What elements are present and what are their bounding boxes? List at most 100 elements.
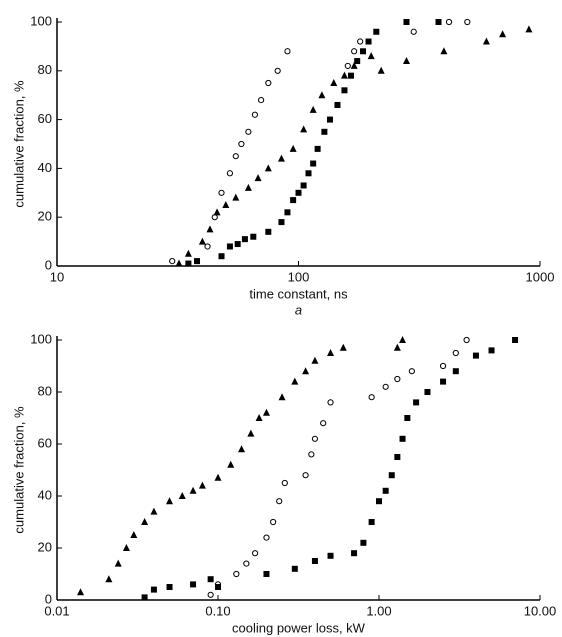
- circle-point: [270, 518, 277, 526]
- circle-point: [226, 170, 234, 177]
- circle-point: [452, 349, 459, 357]
- triangle-point: [291, 377, 299, 385]
- square-point: [166, 584, 173, 590]
- x-tick-label: 0.01: [44, 603, 69, 618]
- circle-point: [351, 48, 358, 55]
- circle-point: [311, 435, 319, 442]
- triangle-point: [340, 71, 348, 79]
- circle-point: [204, 243, 211, 250]
- square-point: [311, 558, 318, 564]
- y-tick-label: 60: [38, 111, 52, 126]
- square-point: [290, 197, 297, 204]
- triangle-point: [289, 144, 297, 152]
- triangle-point: [482, 37, 490, 45]
- square-point: [314, 145, 321, 152]
- y-tick-label: 80: [38, 383, 52, 398]
- square-point: [207, 576, 214, 583]
- square-point: [488, 347, 495, 354]
- x-tick-label: 1.00: [366, 603, 391, 618]
- square-point: [368, 519, 375, 525]
- y-tick-label: 0: [45, 257, 52, 272]
- square-point: [284, 209, 291, 216]
- triangle-point: [499, 30, 507, 38]
- square-point: [263, 571, 270, 577]
- y-tick-label: 40: [38, 160, 52, 175]
- triangle-point: [77, 588, 85, 596]
- circle-point: [302, 472, 309, 479]
- circle-point: [257, 96, 265, 104]
- triangle-point: [222, 201, 230, 208]
- square-point: [291, 565, 298, 572]
- y-axis-label: cumulative fraction, %: [11, 80, 26, 208]
- square-point: [326, 116, 333, 123]
- square-point: [218, 253, 225, 260]
- y-tick-label: 20: [38, 539, 52, 554]
- square-point: [334, 101, 341, 108]
- square-point: [321, 128, 328, 135]
- triangle-point: [377, 66, 385, 74]
- x-tick-label: 100: [288, 269, 310, 284]
- circle-point: [368, 394, 375, 401]
- circle-point: [207, 591, 214, 598]
- square-point: [365, 38, 372, 45]
- square-point: [348, 72, 355, 79]
- square-point: [150, 586, 157, 593]
- square-point: [360, 48, 367, 55]
- square-point: [194, 258, 201, 265]
- circle-point: [382, 383, 389, 390]
- circle-point: [408, 368, 415, 375]
- triangle-point: [178, 492, 186, 499]
- triangle-point: [302, 367, 310, 375]
- triangle-point: [213, 208, 221, 216]
- circle-point: [439, 362, 447, 370]
- square-point: [399, 435, 406, 442]
- x-tick-label: 0.10: [205, 603, 230, 618]
- x-tick-label: 10.00: [524, 603, 557, 618]
- square-point: [354, 58, 361, 65]
- square-point: [452, 368, 459, 375]
- triangle-point: [175, 259, 183, 267]
- square-point: [234, 241, 241, 248]
- circle-point: [251, 111, 259, 118]
- circle-point: [463, 336, 470, 344]
- square-point: [265, 228, 272, 235]
- triangle-point: [166, 497, 174, 505]
- circle-point: [464, 18, 471, 26]
- square-point: [241, 236, 248, 243]
- y-axis-label: cumulative fraction, %: [11, 406, 26, 534]
- circle-point: [245, 128, 252, 135]
- triangle-point: [255, 414, 263, 421]
- circle-point: [218, 189, 225, 196]
- triangle-point: [277, 154, 285, 162]
- square-point: [360, 539, 367, 546]
- square-point: [373, 28, 380, 35]
- triangle-point: [262, 408, 270, 416]
- triangle-point: [339, 343, 347, 351]
- circle-point: [276, 498, 283, 505]
- triangle-point: [198, 237, 206, 245]
- triangle-point: [300, 125, 308, 133]
- triangle-point: [238, 445, 246, 453]
- triangle-point: [327, 349, 335, 356]
- square-point: [226, 243, 233, 250]
- square-point: [512, 337, 519, 343]
- triangle-point: [278, 393, 286, 401]
- triangle-point: [150, 507, 158, 515]
- triangle-point: [189, 486, 197, 494]
- square-point: [388, 472, 395, 479]
- circle-point: [233, 570, 240, 578]
- circle-point: [410, 28, 417, 35]
- square-point: [404, 415, 411, 421]
- y-tick-label: 80: [38, 62, 52, 77]
- triangle-point: [399, 336, 407, 343]
- triangle-point: [198, 481, 206, 489]
- circle-point: [252, 550, 259, 557]
- triangle-point: [232, 193, 240, 201]
- square-point: [351, 550, 358, 557]
- triangle-point: [350, 61, 358, 69]
- triangle-point: [122, 544, 130, 551]
- triangle-point: [309, 105, 317, 113]
- square-point: [472, 352, 479, 359]
- circle-point: [169, 258, 176, 265]
- x-axis-label: time constant, ns: [249, 286, 348, 301]
